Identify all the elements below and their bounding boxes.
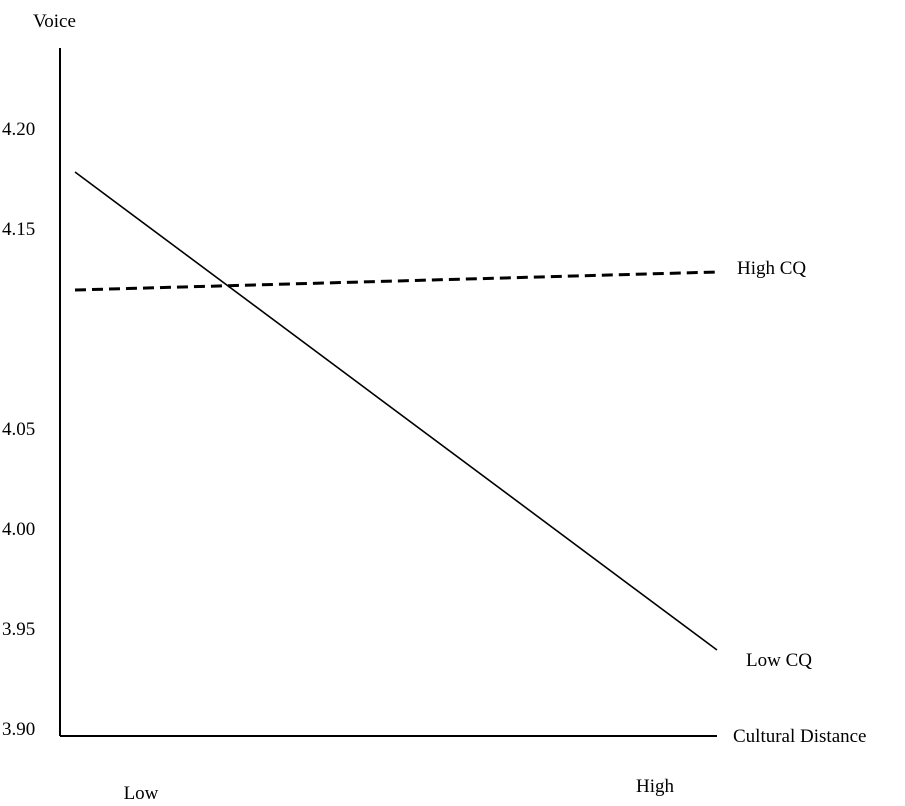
y-tick-label: 3.95 — [2, 619, 35, 640]
x-tick-label: Low — [124, 783, 159, 804]
y-tick-label: 4.00 — [2, 519, 35, 540]
series-label: High CQ — [737, 258, 806, 279]
series-lines — [74, 171, 718, 651]
y-tick-label: 4.20 — [2, 119, 35, 140]
y-tick-label: 4.05 — [2, 419, 35, 440]
y-tick-label: 3.90 — [2, 719, 35, 740]
y-axis-title: Voice — [33, 11, 76, 32]
x-tick-label: High — [636, 776, 675, 797]
series-line — [74, 270, 718, 292]
y-tick-label: 4.15 — [2, 219, 35, 240]
x-axis-title: Cultural Distance — [733, 726, 867, 747]
x-tick-labels: Low High — [124, 776, 675, 804]
y-tick-labels: 4.20 4.15 4.05 4.00 3.95 3.90 — [2, 119, 35, 740]
series-labels: High CQ Low CQ — [737, 258, 812, 671]
series-label: Low CQ — [746, 650, 812, 671]
series-line — [74, 171, 718, 651]
